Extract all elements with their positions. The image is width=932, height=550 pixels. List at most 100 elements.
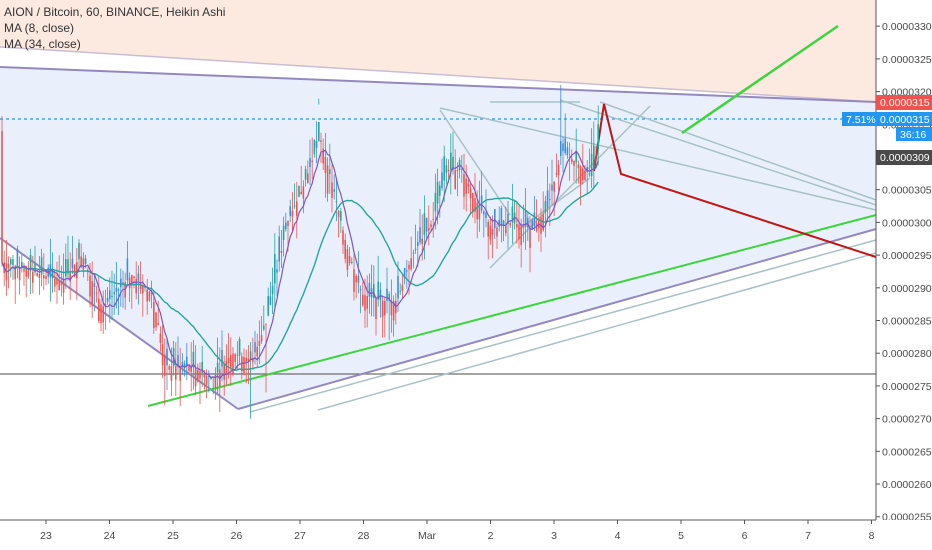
candle (397, 261, 399, 312)
candle (568, 142, 571, 181)
candle (5, 240, 8, 296)
candle (544, 195, 547, 238)
candle (128, 272, 131, 302)
y-tick-label: 0.0000285 (882, 316, 932, 328)
candle (170, 347, 173, 397)
candle (157, 300, 159, 326)
green-target-line[interactable] (681, 24, 839, 135)
green-support-line[interactable] (147, 214, 877, 407)
candle (520, 218, 522, 268)
candle (194, 345, 197, 396)
candle (43, 253, 45, 291)
candle (348, 246, 351, 266)
candle (326, 157, 329, 202)
candle (351, 257, 353, 265)
candle (234, 352, 236, 369)
candle (454, 149, 456, 190)
candle (375, 296, 377, 336)
candle (386, 267, 388, 314)
candle (221, 330, 223, 382)
candle (51, 252, 54, 293)
x-tick-label: Mar (418, 530, 437, 542)
candle (223, 355, 225, 396)
candle (296, 181, 298, 239)
x-tick-label: 4 (615, 530, 621, 542)
channel-line-5[interactable] (599, 101, 877, 201)
candle (80, 243, 82, 269)
channel-line-3[interactable] (439, 107, 877, 211)
x-tick-label: 23 (40, 530, 52, 542)
x-tick-label: 2 (488, 530, 494, 542)
y-tick-label: 0.0000330 (882, 21, 932, 33)
channel-line-7[interactable] (439, 109, 511, 216)
candle (500, 205, 503, 243)
candle (564, 113, 566, 156)
candle (329, 143, 331, 194)
candle (315, 121, 318, 164)
candle (566, 141, 569, 159)
candle (109, 277, 111, 323)
candle (311, 137, 313, 180)
candle (208, 370, 210, 393)
channel-line-4[interactable] (559, 99, 877, 206)
candle (313, 139, 316, 158)
candle (150, 280, 153, 309)
candle (236, 340, 239, 370)
triangle-top-line[interactable] (0, 46, 877, 103)
ma-34-line (1, 181, 599, 372)
candle (579, 164, 582, 206)
candle (509, 221, 511, 228)
candle (346, 244, 349, 277)
candle (159, 326, 162, 352)
candle (331, 163, 333, 213)
candle (485, 189, 487, 228)
candle (175, 342, 177, 396)
candle (300, 165, 302, 195)
candle (260, 316, 263, 344)
candle (384, 297, 386, 338)
candle (410, 236, 412, 272)
candle (181, 353, 184, 376)
candle (531, 217, 533, 230)
candle (252, 337, 254, 369)
candle (183, 360, 186, 377)
channel-line-2[interactable] (317, 252, 877, 411)
candle (269, 281, 272, 306)
candle (214, 367, 217, 400)
candle (524, 188, 527, 251)
triangle-upper-line[interactable] (0, 66, 877, 103)
candle (353, 253, 355, 301)
candle (78, 239, 80, 273)
candle (280, 230, 283, 268)
candle (263, 305, 265, 332)
time-axis[interactable]: 23 24 25 26 27 28 Mar 2 3 4 5 6 7 8 (0, 519, 932, 550)
x-tick-label: 27 (294, 530, 306, 542)
candle (406, 259, 408, 289)
triangle-lower-right-line[interactable] (237, 228, 877, 410)
candle (390, 279, 393, 333)
price-axis[interactable]: 0.00003300.00003250.00003200.00003150.00… (875, 0, 932, 550)
candle (551, 159, 553, 206)
candle (93, 274, 96, 312)
x-tick-labels: 23 24 25 26 27 28 Mar 2 3 4 5 6 7 8 (40, 520, 875, 542)
drawings-zones (0, 0, 876, 409)
candle (562, 136, 564, 173)
candle (274, 233, 276, 308)
candle (98, 275, 100, 324)
candle (62, 253, 65, 305)
candle (137, 265, 140, 305)
candle (408, 261, 410, 295)
candle (168, 364, 170, 376)
candle (467, 177, 470, 194)
candle (463, 153, 465, 210)
legend-ma8: MA (8, close) (4, 21, 75, 35)
channel-line-1[interactable] (249, 239, 877, 413)
candle (443, 145, 445, 203)
x-tick-label: 26 (231, 530, 243, 542)
price-tag-line-text: 0.0000315 (880, 114, 930, 126)
candle (271, 267, 274, 315)
candle (450, 133, 452, 195)
candle (487, 219, 489, 260)
y-tick-label: 0.0000290 (882, 283, 932, 295)
